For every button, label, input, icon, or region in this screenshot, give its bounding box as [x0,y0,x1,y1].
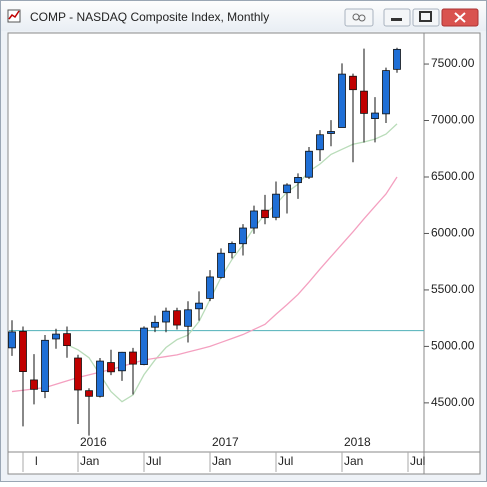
candle-body [283,184,291,194]
candle-body [239,227,247,245]
y-tick-label: 6500.00 [431,169,475,183]
candle-body [52,333,60,340]
y-tick-label: 6000.00 [431,226,475,240]
candle-body [184,309,192,327]
x-tick-label: Jul [410,454,425,468]
x-tick-label: Jan [212,454,231,468]
y-tick-label: 4500.00 [431,395,475,409]
link-button[interactable] [344,8,374,27]
candle-body [360,90,368,114]
candle-body [250,210,258,229]
x-tick-label: Jul [146,454,161,468]
candle-body [316,134,324,151]
y-tick-label: 5000.00 [431,339,475,353]
x-tick-label: l [35,454,38,468]
candle-body [41,339,49,392]
window-icon [7,9,21,23]
candle-body [63,333,71,347]
candle-body [393,48,401,70]
candle-body [195,302,203,310]
year-label: 2017 [212,435,239,449]
candle-body [8,331,16,349]
candle-body [129,351,137,365]
maximize-button[interactable] [412,8,440,27]
candle-body [30,379,38,390]
candle-body [338,73,346,128]
chart-frame [7,32,481,475]
window-title: COMP - NASDAQ Composite Index, Monthly [30,10,269,24]
candle-body [74,357,82,391]
candle-body [228,242,236,254]
year-label: 2016 [80,435,107,449]
moving-average-line [66,123,398,403]
candle-body [118,351,126,372]
candle-body [349,75,357,91]
candle-body [107,362,115,373]
candle-body [217,252,225,278]
y-tick-label: 7500.00 [431,56,475,70]
candle-body [327,131,335,134]
candle-body [140,327,148,365]
candle-body [382,70,390,115]
x-tick-label: Jan [344,454,363,468]
candle-body [261,209,269,219]
year-label: 2018 [344,435,371,449]
candle-body [19,330,27,372]
candle-body [206,276,214,299]
close-button[interactable] [441,8,479,27]
candle-body [151,321,159,328]
minimize-button[interactable] [383,8,411,27]
y-tick-label: 5500.00 [431,282,475,296]
candle-body [173,310,181,326]
x-tick-label: Jan [80,454,99,468]
candle-body [272,193,280,218]
y-tick-label: 7000.00 [431,113,475,127]
candle-body [294,177,302,184]
candle-body [371,112,379,119]
x-tick-label: Jul [278,454,293,468]
candle-body [96,360,104,397]
candle-body [305,150,313,178]
candle-body [162,310,170,323]
plot: 4500.00 5000.00 5500.00 6000.00 6500.00 7000.… [8,47,475,472]
candle-body [85,390,93,397]
